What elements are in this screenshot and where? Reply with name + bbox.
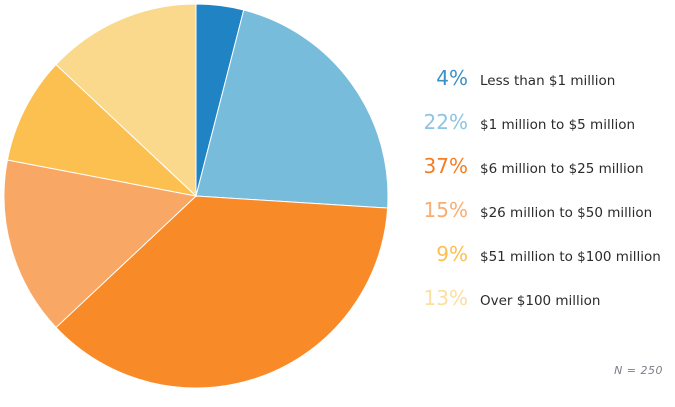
pie-slice[interactable]: [55, 195, 389, 389]
legend-category-label: $26 million to $50 million: [480, 205, 653, 221]
legend-percent-value: 9%: [436, 242, 468, 266]
legend-percent-value: 13%: [423, 286, 468, 310]
legend: 4% Less than $1 million 22% $1 million to $…: [404, 61, 675, 331]
legend-row[interactable]: 13% Over $100 million: [404, 287, 675, 313]
legend-percent-value: 15%: [423, 198, 468, 222]
legend-percent-value: 22%: [423, 110, 468, 134]
legend-percent-value: 37%: [423, 154, 468, 178]
legend-category-label: $1 million to $5 million: [480, 117, 636, 133]
pie-slice[interactable]: [6, 63, 198, 197]
legend-row[interactable]: 4% Less than $1 million: [404, 67, 675, 93]
pie-slice[interactable]: [3, 159, 198, 329]
legend-category-label: Over $100 million: [480, 293, 601, 309]
pie-slice[interactable]: [195, 9, 389, 209]
legend-percent-value: 4%: [436, 66, 468, 90]
pie-chart-plot-area: [3, 3, 389, 389]
legend-category-label: Less than $1 million: [480, 73, 616, 89]
pie-slice-group: [3, 3, 389, 389]
legend-row[interactable]: 9% $51 million to $100 million: [404, 243, 675, 269]
sample-size-note: N = 250: [614, 364, 663, 377]
legend-category-label: $6 million to $25 million: [480, 161, 644, 177]
legend-category-label: $51 million to $100 million: [480, 249, 661, 265]
legend-row[interactable]: 37% $6 million to $25 million: [404, 155, 675, 181]
legend-row[interactable]: 22% $1 million to $5 million: [404, 111, 675, 137]
pie-chart-svg: [3, 3, 389, 389]
pie-slice[interactable]: [55, 3, 197, 198]
legend-row[interactable]: 15% $26 million to $50 million: [404, 199, 675, 225]
